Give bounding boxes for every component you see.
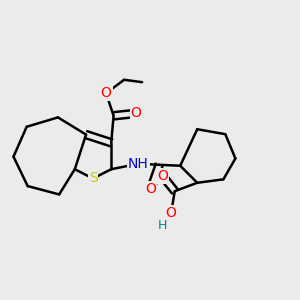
Text: H: H bbox=[158, 219, 167, 232]
Text: S: S bbox=[88, 172, 98, 185]
Text: NH: NH bbox=[128, 157, 148, 171]
Text: O: O bbox=[131, 106, 142, 120]
Text: O: O bbox=[146, 182, 156, 196]
Text: O: O bbox=[157, 169, 168, 183]
Text: O: O bbox=[101, 86, 112, 100]
Text: O: O bbox=[166, 206, 177, 220]
